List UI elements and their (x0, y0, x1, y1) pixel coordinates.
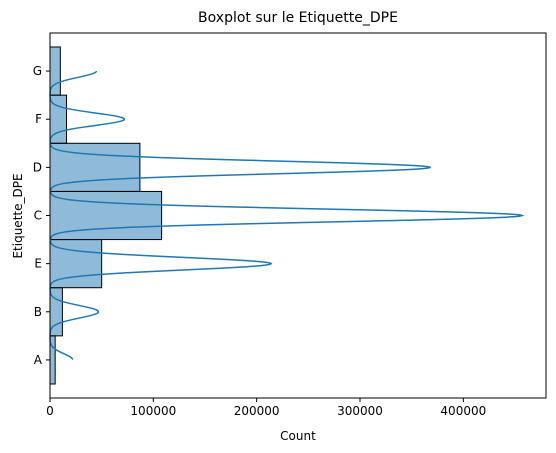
kde-layer (49, 70, 525, 360)
x-axis-ticks: 0 100000 200000 300000 400000 (46, 398, 486, 418)
x-tick-label: 0 (46, 404, 54, 418)
kde-line (49, 70, 525, 360)
x-tick-label: 400000 (440, 404, 486, 418)
x-tick-label: 200000 (234, 404, 280, 418)
y-tick-label: B (34, 305, 42, 319)
x-tick-label: 300000 (337, 404, 383, 418)
x-axis-title: Count (280, 429, 316, 443)
y-tick-label: G (33, 64, 42, 78)
y-tick-label: D (33, 160, 42, 174)
y-axis-ticks: A B E C D F G (33, 64, 50, 367)
chart-title: Boxplot sur le Etiquette_DPE (198, 10, 398, 26)
bars-layer (49, 46, 163, 385)
y-tick-label: A (34, 353, 43, 367)
y-axis-title: Etiquette_DPE (11, 173, 25, 258)
y-tick-label: E (34, 257, 42, 271)
y-tick-label: C (34, 209, 42, 223)
y-tick-label: F (35, 112, 42, 126)
x-tick-label: 100000 (130, 404, 176, 418)
